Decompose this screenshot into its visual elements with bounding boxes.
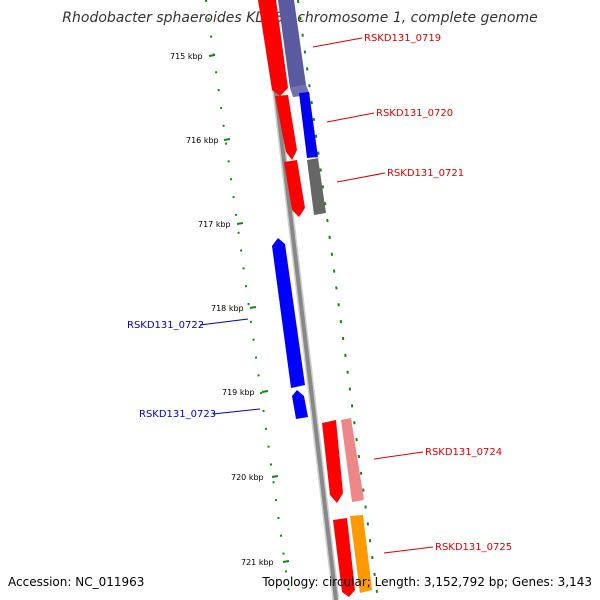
gc-content-track-left [205,0,291,600]
genome-summary: Topology: circular; Length: 3,152,792 bp… [262,575,592,589]
tick-label: 715 kbp [170,52,203,61]
gene-rskd131-0721[interactable] [284,160,305,217]
tick-mark [261,390,269,393]
tick-label: 718 kbp [211,304,244,313]
tick-mark [236,222,244,225]
gene-rskd131-0719[interactable] [258,0,288,96]
gene-label-rskd131-0725[interactable]: RSKD131_0725 [435,542,512,553]
cog-track [278,0,372,593]
tick-label: 719 kbp [222,388,255,397]
gene-label-rskd131-0723[interactable]: RSKD131_0723 [139,409,216,420]
tick-mark [271,475,279,478]
gene-label-rskd131-0719[interactable]: RSKD131_0719 [364,33,441,44]
tick-mark [282,560,290,563]
gene-label-rskd131-0721[interactable]: RSKD131_0721 [387,168,464,179]
gene-rskd131-0725[interactable] [333,518,355,597]
tick-label: 717 kbp [198,220,231,229]
tick-label: 716 kbp [186,136,219,145]
tick-marks [208,54,290,563]
gene-rskd131-0722[interactable] [272,238,305,388]
tick-label: 720 kbp [231,473,264,482]
tick-mark [223,138,231,141]
accession-info: Accession: NC_011963 [8,575,145,589]
gene-label-rskd131-0724[interactable]: RSKD131_0724 [425,447,502,458]
gene-rskd131-0720[interactable] [275,95,297,160]
tick-label: 721 kbp [241,558,274,567]
gene-label-rskd131-0720[interactable]: RSKD131_0720 [376,108,453,119]
tick-mark [249,306,257,309]
tick-mark [208,54,216,57]
gene-rskd131-0724[interactable] [322,420,343,503]
gc-content-track-right [297,0,379,600]
gene-rskd131-0723[interactable] [292,390,308,419]
gene-label-leaders [199,37,434,554]
gene-label-rskd131-0722[interactable]: RSKD131_0722 [127,320,204,331]
